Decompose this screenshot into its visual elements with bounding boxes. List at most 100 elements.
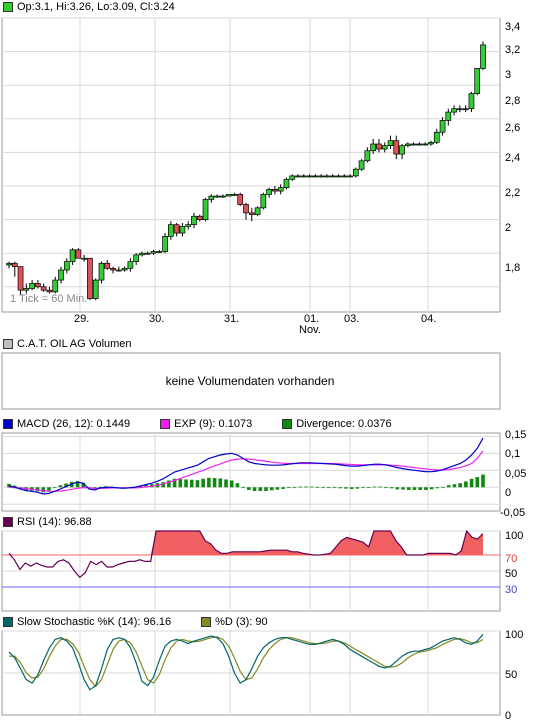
price-y-tick: 2,6 [505, 122, 520, 134]
divergence-bar [349, 487, 354, 489]
candle-up [318, 175, 324, 178]
candle-up [266, 189, 272, 195]
candle-down [17, 266, 24, 291]
price-y-tick: 2 [505, 222, 511, 234]
divergence-bar [435, 487, 440, 489]
divergence-bar [47, 487, 51, 491]
divergence-bar [52, 487, 57, 489]
candle-down [376, 143, 382, 150]
divergence-bar [12, 485, 17, 488]
volume-panel-frame [1, 352, 501, 410]
candle-up [115, 269, 122, 272]
no-volume-data-message: keine Volumendaten vorhanden [165, 374, 335, 388]
stoch-legend: Slow Stochastic %K (14): 96.16 %D (3): 9… [3, 616, 278, 628]
divergence-bar [64, 483, 68, 488]
candle-up [231, 194, 238, 196]
candle-up [29, 283, 35, 289]
candle-up [405, 143, 411, 147]
price-x-tick: 04. [421, 313, 436, 325]
macd-swatch-icon [3, 419, 13, 429]
divergence-bar [161, 482, 165, 488]
candle-up [260, 194, 267, 209]
divergence-bar [7, 483, 11, 488]
candle-up [428, 141, 434, 145]
divergence-label: Divergence: 0.0376 [296, 418, 392, 430]
divergence-bar [144, 484, 148, 488]
candle-up [295, 175, 301, 178]
volume-swatch-icon [3, 339, 13, 349]
divergence-bar [464, 481, 468, 488]
divergence-bar [344, 487, 348, 489]
price-y-tick: 2,4 [505, 152, 520, 164]
candle-up [52, 279, 59, 293]
price-x-tick: 03. [344, 313, 359, 325]
candle-up [451, 108, 457, 113]
divergence-bar [201, 478, 205, 488]
divergence-bar [441, 486, 445, 488]
divergence-bar [189, 479, 194, 488]
candle-up [58, 269, 64, 281]
rsi-line [8, 529, 484, 579]
divergence-bar [384, 487, 388, 489]
divergence-bar [178, 479, 183, 488]
divergence-bar [275, 487, 280, 490]
candle-up [92, 279, 99, 299]
candle-up [306, 175, 313, 178]
stoch-y-tick: 0 [505, 710, 511, 722]
candle-up [474, 68, 481, 94]
divergence-bar [355, 487, 360, 489]
price-y-tick: 1,8 [505, 262, 520, 274]
stoch-d-label: %D (3): 90 [215, 616, 268, 628]
price-x-tick: 01. [304, 313, 319, 325]
volume-legend: C.A.T. OIL AG Volumen [3, 338, 132, 350]
divergence-bar [412, 487, 417, 490]
candle-down [237, 194, 244, 205]
price-y-tick: 2,8 [505, 95, 520, 107]
candle-up [277, 187, 284, 192]
candle-up [439, 120, 446, 133]
candle-up [312, 175, 319, 178]
divergence-bar [406, 487, 411, 490]
candle-up [133, 254, 140, 262]
divergence-bar [207, 477, 211, 488]
divergence-bar [229, 480, 234, 488]
rsi-y-tick: 70 [505, 553, 517, 565]
price-panel-frame [1, 17, 501, 313]
candle-down [173, 224, 180, 234]
candle-up [399, 145, 405, 155]
divergence-bar [366, 487, 371, 489]
candle-up [347, 175, 353, 178]
candle-up [358, 160, 365, 170]
divergence-bar [235, 483, 240, 488]
divergence-bar [292, 487, 297, 489]
divergence-bar [247, 487, 251, 490]
rsi-overbought-area [9, 531, 483, 555]
stoch-k-swatch-icon [3, 617, 13, 627]
macd-y-tick: 0,05 [505, 468, 526, 480]
stochastic-series [8, 633, 484, 691]
candle-up [433, 131, 440, 143]
candle-up [387, 140, 394, 147]
candle-up [462, 108, 469, 111]
candle-up [289, 175, 296, 180]
stoch-k-line [8, 633, 484, 691]
candle-up [139, 252, 145, 256]
divergence-bar [401, 487, 405, 490]
candle-up [214, 195, 220, 198]
divergence-bar [424, 487, 428, 490]
candle-down [243, 204, 249, 214]
macd-panel-frame [1, 432, 501, 512]
rsi-y-tick: 50 [505, 568, 517, 580]
divergence-bar [372, 486, 377, 488]
candle-down [46, 289, 53, 293]
candle-up [208, 195, 215, 200]
divergence-bar [446, 485, 451, 488]
candle-up [329, 175, 336, 178]
candle-down [104, 262, 111, 269]
candle-up [416, 143, 423, 146]
candle-down [196, 215, 203, 220]
candle-up [63, 261, 70, 271]
divergence-bar [481, 474, 485, 488]
divergence-bar [75, 481, 80, 488]
macd-series [7, 437, 485, 495]
